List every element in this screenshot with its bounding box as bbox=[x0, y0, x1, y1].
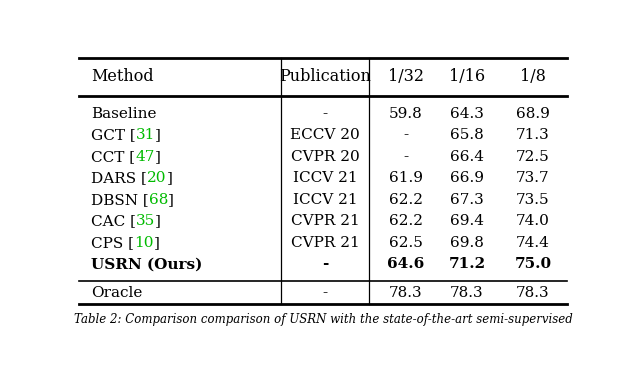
Text: 61.9: 61.9 bbox=[389, 171, 423, 185]
Text: DBSN [: DBSN [ bbox=[91, 193, 149, 207]
Text: 1/16: 1/16 bbox=[449, 68, 485, 85]
Text: -: - bbox=[403, 150, 408, 164]
Text: 10: 10 bbox=[134, 236, 154, 250]
Text: DARS [: DARS [ bbox=[91, 171, 147, 185]
Text: 75.0: 75.0 bbox=[514, 257, 551, 271]
Text: ]: ] bbox=[168, 193, 174, 207]
Text: 59.8: 59.8 bbox=[389, 107, 423, 121]
Text: 1/8: 1/8 bbox=[520, 68, 546, 85]
Text: ICCV 21: ICCV 21 bbox=[293, 193, 358, 207]
Text: 73.5: 73.5 bbox=[516, 193, 549, 207]
Text: ]: ] bbox=[155, 128, 161, 142]
Text: 67.3: 67.3 bbox=[450, 193, 484, 207]
Text: CCT [: CCT [ bbox=[91, 150, 135, 164]
Text: 78.3: 78.3 bbox=[450, 286, 484, 300]
Text: Method: Method bbox=[91, 68, 154, 85]
Text: 68.9: 68.9 bbox=[516, 107, 550, 121]
Text: CVPR 20: CVPR 20 bbox=[291, 150, 360, 164]
Text: Publication: Publication bbox=[279, 68, 371, 85]
Text: CAC [: CAC [ bbox=[91, 214, 136, 228]
Text: -: - bbox=[323, 286, 328, 300]
Text: 65.8: 65.8 bbox=[450, 128, 484, 142]
Text: ]: ] bbox=[154, 236, 159, 250]
Text: CVPR 21: CVPR 21 bbox=[291, 236, 360, 250]
Text: ECCV 20: ECCV 20 bbox=[290, 128, 360, 142]
Text: ]: ] bbox=[154, 150, 160, 164]
Text: 64.6: 64.6 bbox=[387, 257, 425, 271]
Text: 69.4: 69.4 bbox=[450, 214, 484, 228]
Text: CPS [: CPS [ bbox=[91, 236, 134, 250]
Text: USRN (Ours): USRN (Ours) bbox=[91, 257, 202, 271]
Text: 20: 20 bbox=[147, 171, 166, 185]
Text: 66.4: 66.4 bbox=[450, 150, 484, 164]
Text: 62.2: 62.2 bbox=[389, 214, 423, 228]
Text: Table 2: Comparison comparison of USRN with the state-of-the-art semi-supervised: Table 2: Comparison comparison of USRN w… bbox=[74, 313, 572, 326]
Text: 71.3: 71.3 bbox=[516, 128, 550, 142]
Text: Baseline: Baseline bbox=[91, 107, 156, 121]
Text: 66.9: 66.9 bbox=[450, 171, 484, 185]
Text: 69.8: 69.8 bbox=[450, 236, 484, 250]
Text: 68: 68 bbox=[149, 193, 168, 207]
Text: -: - bbox=[403, 128, 408, 142]
Text: 64.3: 64.3 bbox=[450, 107, 484, 121]
Text: 74.4: 74.4 bbox=[516, 236, 550, 250]
Text: 62.2: 62.2 bbox=[389, 193, 423, 207]
Text: -: - bbox=[323, 107, 328, 121]
Text: Oracle: Oracle bbox=[91, 286, 142, 300]
Text: -: - bbox=[322, 257, 328, 271]
Text: 1/32: 1/32 bbox=[388, 68, 424, 85]
Text: 78.3: 78.3 bbox=[516, 286, 549, 300]
Text: ICCV 21: ICCV 21 bbox=[293, 171, 358, 185]
Text: CVPR 21: CVPR 21 bbox=[291, 214, 360, 228]
Text: 47: 47 bbox=[135, 150, 154, 164]
Text: 31: 31 bbox=[135, 128, 155, 142]
Text: ]: ] bbox=[166, 171, 172, 185]
Text: ]: ] bbox=[155, 214, 161, 228]
Text: GCT [: GCT [ bbox=[91, 128, 135, 142]
Text: 35: 35 bbox=[136, 214, 155, 228]
Text: 71.2: 71.2 bbox=[449, 257, 486, 271]
Text: 74.0: 74.0 bbox=[516, 214, 550, 228]
Text: 72.5: 72.5 bbox=[516, 150, 550, 164]
Text: 73.7: 73.7 bbox=[516, 171, 549, 185]
Text: 78.3: 78.3 bbox=[389, 286, 423, 300]
Text: 62.5: 62.5 bbox=[389, 236, 423, 250]
